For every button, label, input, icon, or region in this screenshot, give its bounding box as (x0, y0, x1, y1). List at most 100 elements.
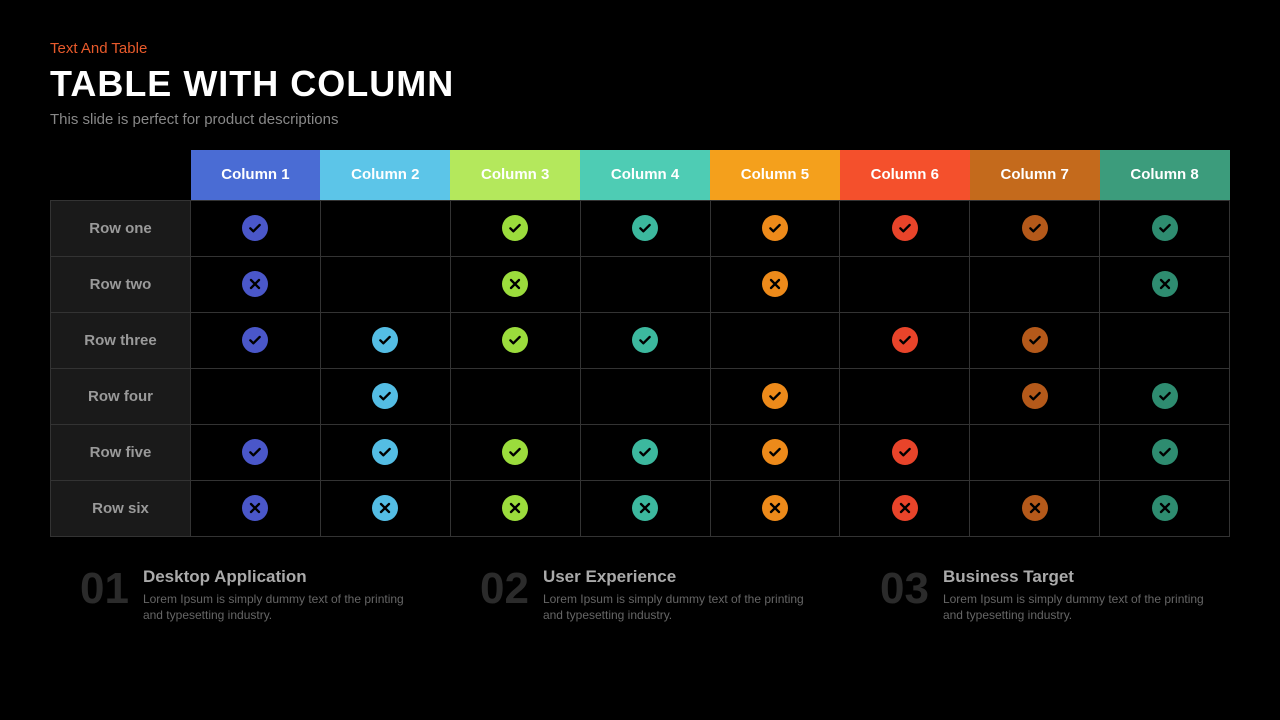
column-header-2: Column 2 (320, 150, 450, 200)
cell (840, 368, 970, 424)
cell (450, 256, 580, 312)
cell (1100, 424, 1230, 480)
table-row: Row three (51, 312, 1230, 368)
column-header-8: Column 8 (1100, 150, 1230, 200)
cell (580, 424, 710, 480)
cell (191, 368, 321, 424)
table-row: Row five (51, 424, 1230, 480)
cell (840, 312, 970, 368)
cell (450, 424, 580, 480)
table-row: Row six (51, 480, 1230, 536)
cross-icon (502, 495, 528, 521)
cell (580, 256, 710, 312)
page-title: TABLE WITH COLUMN (50, 63, 1230, 105)
cell (710, 200, 840, 256)
row-header-4: Row four (51, 368, 191, 424)
check-icon (1152, 383, 1178, 409)
footer-body: Lorem Ipsum is simply dummy text of the … (543, 591, 820, 625)
check-icon (372, 383, 398, 409)
cell (450, 368, 580, 424)
footer-body: Lorem Ipsum is simply dummy text of the … (943, 591, 1220, 625)
cell (320, 368, 450, 424)
check-icon (632, 439, 658, 465)
check-icon (892, 439, 918, 465)
check-icon (762, 439, 788, 465)
row-header-3: Row three (51, 312, 191, 368)
footer-item-1: 01 Desktop Application Lorem Ipsum is simp… (80, 567, 420, 625)
table-row: Row four (51, 368, 1230, 424)
cross-icon (762, 495, 788, 521)
column-header-7: Column 7 (970, 150, 1100, 200)
feature-table: Column 1Column 2Column 3Column 4Column 5… (50, 150, 1230, 537)
column-header-5: Column 5 (710, 150, 840, 200)
check-icon (892, 327, 918, 353)
cell (840, 256, 970, 312)
cell (450, 200, 580, 256)
footer-title: Desktop Application (143, 567, 420, 587)
footer-number: 01 (80, 567, 129, 625)
row-header-2: Row two (51, 256, 191, 312)
cross-icon (1152, 495, 1178, 521)
cell (970, 312, 1100, 368)
cell (970, 480, 1100, 536)
footer-item-3: 03 Business Target Lorem Ipsum is simply d… (880, 567, 1220, 625)
footer-title: User Experience (543, 567, 820, 587)
cell (970, 256, 1100, 312)
cell (580, 312, 710, 368)
cross-icon (372, 495, 398, 521)
cell (450, 480, 580, 536)
cell (320, 424, 450, 480)
check-icon (372, 327, 398, 353)
cell (840, 200, 970, 256)
cross-icon (632, 495, 658, 521)
cross-icon (1152, 271, 1178, 297)
cell (840, 480, 970, 536)
cell (191, 424, 321, 480)
footer-number: 02 (480, 567, 529, 625)
cell (191, 312, 321, 368)
cell (840, 424, 970, 480)
cell (320, 256, 450, 312)
footer-title: Business Target (943, 567, 1220, 587)
footer: 01 Desktop Application Lorem Ipsum is simp… (50, 567, 1230, 625)
table-row: Row one (51, 200, 1230, 256)
column-header-1: Column 1 (191, 150, 321, 200)
row-header-6: Row six (51, 480, 191, 536)
check-icon (1152, 215, 1178, 241)
cell (320, 480, 450, 536)
column-header-4: Column 4 (580, 150, 710, 200)
footer-number: 03 (880, 567, 929, 625)
cell (710, 424, 840, 480)
cell (320, 312, 450, 368)
cell (1100, 312, 1230, 368)
eyebrow: Text And Table (50, 40, 1230, 57)
cell (710, 480, 840, 536)
check-icon (502, 215, 528, 241)
check-icon (1022, 383, 1048, 409)
column-header-6: Column 6 (840, 150, 970, 200)
table-row: Row two (51, 256, 1230, 312)
cell (191, 256, 321, 312)
cell (710, 312, 840, 368)
cell (1100, 200, 1230, 256)
check-icon (762, 215, 788, 241)
cell (580, 368, 710, 424)
check-icon (632, 215, 658, 241)
cross-icon (892, 495, 918, 521)
check-icon (892, 215, 918, 241)
cross-icon (242, 271, 268, 297)
cell (970, 368, 1100, 424)
check-icon (1152, 439, 1178, 465)
cell (1100, 256, 1230, 312)
cell (580, 200, 710, 256)
cross-icon (1022, 495, 1048, 521)
check-icon (632, 327, 658, 353)
cell (580, 480, 710, 536)
footer-body: Lorem Ipsum is simply dummy text of the … (143, 591, 420, 625)
cross-icon (762, 271, 788, 297)
check-icon (762, 383, 788, 409)
cell (710, 368, 840, 424)
check-icon (372, 439, 398, 465)
cell (970, 424, 1100, 480)
row-header-1: Row one (51, 200, 191, 256)
